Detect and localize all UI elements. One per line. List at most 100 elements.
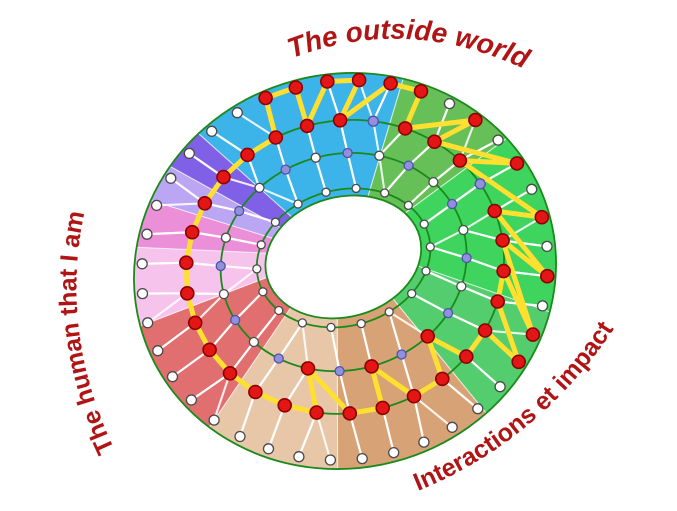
node bbox=[456, 281, 467, 292]
node bbox=[141, 228, 153, 240]
node bbox=[443, 97, 456, 110]
red-node bbox=[434, 371, 450, 387]
label-outside-world: The outside world bbox=[283, 14, 535, 75]
node bbox=[494, 381, 506, 393]
red-node bbox=[319, 74, 335, 89]
red-node bbox=[511, 354, 527, 370]
node bbox=[273, 353, 284, 364]
node bbox=[342, 147, 353, 159]
red-nodes bbox=[179, 72, 555, 421]
node bbox=[374, 150, 385, 161]
node bbox=[215, 260, 226, 272]
node bbox=[252, 264, 262, 274]
node bbox=[310, 152, 321, 163]
red-node bbox=[477, 323, 493, 338]
red-node bbox=[240, 147, 255, 163]
node bbox=[396, 349, 407, 360]
node bbox=[446, 421, 458, 433]
node bbox=[254, 182, 265, 193]
red-node bbox=[351, 72, 367, 88]
red-node bbox=[509, 156, 525, 171]
node bbox=[270, 217, 281, 227]
node bbox=[234, 205, 245, 217]
node bbox=[165, 172, 177, 184]
red-node bbox=[299, 118, 315, 134]
node bbox=[248, 336, 260, 348]
red-node bbox=[300, 361, 316, 376]
red-node bbox=[197, 196, 213, 211]
red-node bbox=[397, 121, 413, 136]
node bbox=[419, 219, 429, 229]
node bbox=[425, 242, 435, 252]
node bbox=[150, 199, 163, 212]
node bbox=[231, 107, 243, 119]
node bbox=[208, 414, 220, 426]
red-node bbox=[222, 365, 238, 381]
node bbox=[152, 345, 164, 357]
red-node bbox=[180, 285, 195, 301]
node bbox=[356, 318, 366, 329]
red-node bbox=[342, 406, 358, 421]
node bbox=[388, 446, 400, 459]
node bbox=[536, 300, 549, 312]
node bbox=[230, 314, 241, 326]
red-node bbox=[375, 400, 391, 416]
node bbox=[418, 436, 430, 448]
red-node bbox=[539, 268, 555, 284]
node bbox=[472, 403, 484, 415]
node bbox=[326, 322, 336, 333]
node bbox=[274, 305, 284, 316]
node bbox=[185, 394, 198, 406]
node bbox=[380, 188, 390, 198]
node bbox=[474, 178, 486, 190]
node bbox=[492, 134, 504, 146]
red-node bbox=[495, 233, 510, 248]
node bbox=[442, 307, 454, 319]
red-node bbox=[468, 112, 483, 128]
red-node bbox=[427, 134, 442, 149]
red-node bbox=[268, 130, 284, 145]
red-node bbox=[383, 76, 398, 91]
red-node bbox=[248, 384, 263, 400]
node bbox=[334, 365, 345, 377]
red-node bbox=[452, 153, 468, 168]
node bbox=[218, 288, 230, 300]
node bbox=[136, 287, 149, 300]
red-node bbox=[496, 263, 511, 279]
node bbox=[526, 183, 538, 195]
node bbox=[280, 164, 291, 175]
red-node bbox=[490, 294, 506, 309]
node bbox=[262, 443, 275, 455]
red-node bbox=[525, 327, 541, 342]
node bbox=[407, 288, 417, 299]
red-node bbox=[258, 90, 273, 106]
node bbox=[403, 200, 414, 211]
node bbox=[458, 224, 469, 236]
node bbox=[367, 115, 379, 127]
node bbox=[324, 454, 337, 466]
red-node bbox=[406, 388, 422, 404]
node bbox=[541, 240, 553, 253]
node bbox=[446, 198, 458, 210]
red-node bbox=[202, 342, 217, 358]
red-node bbox=[534, 209, 550, 225]
red-node bbox=[184, 224, 200, 240]
red-node bbox=[364, 359, 379, 374]
red-node bbox=[309, 405, 324, 420]
red-node bbox=[487, 203, 503, 219]
node bbox=[403, 160, 414, 171]
node bbox=[256, 240, 266, 250]
red-node bbox=[277, 397, 293, 413]
node bbox=[183, 147, 195, 160]
node bbox=[142, 317, 154, 329]
red-node bbox=[288, 80, 304, 95]
node bbox=[356, 452, 368, 465]
label-human-that-i-am: The human that I am bbox=[54, 209, 120, 459]
node bbox=[293, 451, 305, 463]
red-node bbox=[216, 169, 231, 185]
node bbox=[461, 252, 472, 264]
node bbox=[421, 266, 431, 276]
node bbox=[293, 199, 303, 209]
